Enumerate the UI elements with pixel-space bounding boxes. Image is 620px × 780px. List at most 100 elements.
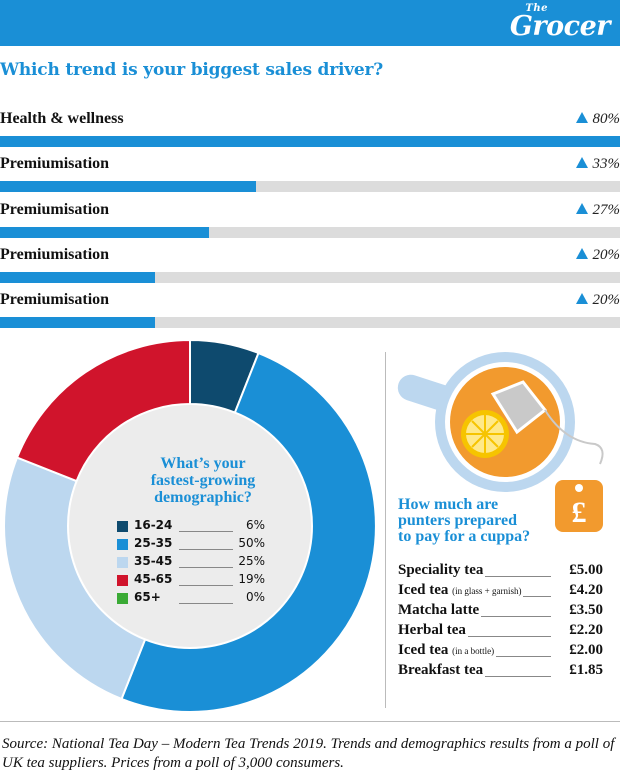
demographic-title-line: demographic? [154,489,252,506]
price-item: Iced tea (in a bottle) [398,642,497,659]
legend-leader-line [179,585,233,586]
legend-item: 35-45 25% [117,554,265,572]
donut-slice-35-45 [3,456,147,701]
trend-row: Health & wellness 80% [0,110,620,154]
trend-value: 20% [575,247,620,264]
legend-swatch [117,521,128,532]
price-leader-line [458,616,551,617]
price-row: Iced tea (in a bottle) £2.00 [398,642,603,662]
up-arrow-icon [575,157,588,168]
source-note: Source: National Tea Day – Modern Tea Tr… [2,736,615,771]
prices-title-line: punters prepared [398,512,517,529]
the-grocer-logo: The Grocer [509,3,611,42]
trend-row: Premiumisation 20% [0,291,620,335]
bar-fill [0,181,256,192]
price-item-name: Speciality tea [398,562,484,578]
trend-label: Health & wellness [0,110,124,127]
trend-value: 33% [575,156,620,173]
legend-label: 16-24 [134,518,173,532]
price-row: Speciality tea £5.00 [398,562,603,582]
bar-track [0,136,620,147]
bar-track [0,227,620,238]
trend-value: 27% [575,202,620,219]
price-item-note: (in a bottle) [452,646,495,656]
trend-row: Premiumisation 20% [0,246,620,290]
prices-title: How much are punters prepared to pay for… [398,497,558,545]
bar-track [0,181,620,192]
donut-hole [69,405,311,647]
trend-value-text: 27% [592,202,620,218]
lemon-segments [466,415,504,453]
price-row: Breakfast tea £1.85 [398,662,603,682]
legend-value: 50% [238,536,265,550]
legend-swatch [117,557,128,568]
legend-value: 6% [245,518,265,532]
pound-sign-icon: £ [572,496,587,529]
up-arrow-icon [575,203,588,214]
logo-small-text: The [525,3,548,14]
price-item-name: Matcha latte [398,602,480,618]
bar-fill [0,227,210,238]
price-item: Matcha latte [398,602,482,619]
logo-main-text: Grocer [509,11,611,42]
price-leader-line [458,576,551,577]
legend-leader-line [179,567,233,568]
price-value: £2.20 [569,622,603,638]
price-value: £3.50 [569,602,603,618]
header-band: The Grocer [0,0,620,46]
price-value: £5.00 [569,562,603,578]
price-tag-hole [575,484,583,492]
price-row: Iced tea (in glass + garnish) £4.20 [398,582,603,602]
legend-label: 45-65 [134,572,173,586]
price-item-name: Breakfast tea [398,662,484,678]
tea-cup-illustration: £ [397,352,604,532]
legend-item: 65+ 0% [117,590,265,608]
price-leader-line [458,656,551,657]
price-item: Herbal tea [398,622,468,639]
demographic-legend: 16-24 6% 25-35 50% 35-45 25% 45-65 19% 65+ 0% [117,518,265,608]
trend-row: Premiumisation 33% [0,155,620,199]
legend-value: 19% [238,572,265,586]
trend-row: Premiumisation 27% [0,201,620,245]
price-item: Breakfast tea [398,662,486,679]
demographic-title: What’s your fastest-growing demographic? [118,455,288,506]
price-item-note: (in glass + garnish) [452,586,522,596]
prices-title-line: How much are [398,496,499,513]
trend-label: Premiumisation [0,155,110,172]
trend-label: Premiumisation [0,246,110,263]
trend-value-text: 80% [592,111,620,127]
legend-swatch [117,575,128,586]
demographic-title-line: fastest-growing [150,472,256,489]
trends-question: Which trend is your biggest sales driver… [0,60,384,80]
price-item-name: Herbal tea [398,622,466,638]
legend-value: 25% [238,554,265,568]
legend-item: 16-24 6% [117,518,265,536]
price-row: Matcha latte £3.50 [398,602,603,622]
trend-value-text: 20% [592,247,620,263]
legend-swatch [117,593,128,604]
up-arrow-icon [575,248,588,259]
price-value: £2.00 [569,642,603,658]
donut-slice-45-65 [15,340,191,483]
price-leader-line [458,676,551,677]
legend-value: 0% [245,590,265,604]
tea-bag-string [544,409,604,465]
price-item-name: Iced tea [398,642,449,658]
donut-svg [3,340,377,712]
prices-title-line: to pay for a cuppa? [398,528,531,545]
legend-label: 65+ [134,590,161,604]
bar-track [0,272,620,283]
legend-swatch [117,539,128,550]
divider [385,352,386,708]
bar-fill [0,272,155,283]
demographic-donut-chart [0,340,380,712]
legend-leader-line [179,549,233,550]
bar-track [0,317,620,328]
legend-leader-line [179,603,233,604]
legend-leader-line [179,531,233,532]
price-value: £4.20 [569,582,603,598]
bar-fill [0,317,155,328]
trend-value: 20% [575,292,620,309]
legend-label: 35-45 [134,554,173,568]
price-item: Speciality tea [398,562,486,579]
